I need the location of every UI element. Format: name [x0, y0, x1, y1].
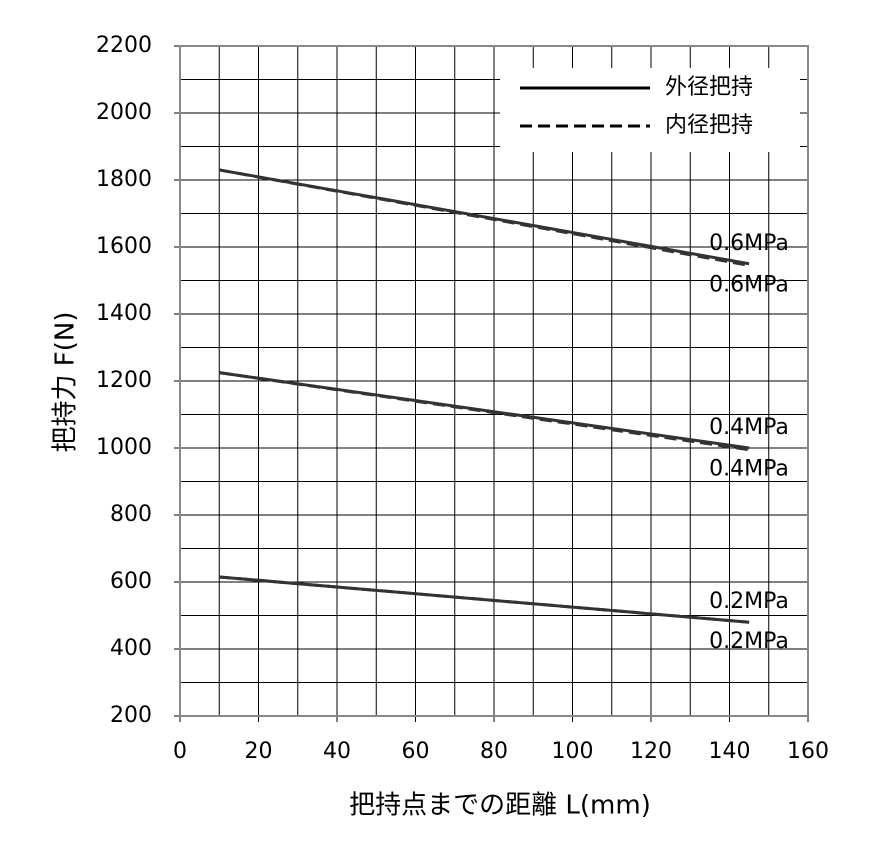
line-label: 0.6MPa [709, 231, 789, 256]
y-tick-label: 400 [110, 636, 152, 661]
y-tick-label: 1800 [96, 167, 152, 192]
y-tick-label: 1600 [96, 234, 152, 259]
line-label: 0.2MPa [709, 629, 789, 654]
x-tick-label: 120 [630, 739, 672, 764]
series-line [218, 168, 750, 266]
line-label: 0.2MPa [709, 589, 789, 614]
x-axis-label: 把持点までの距離 L(mm) [349, 791, 651, 821]
line-label: 0.4MPa [709, 457, 789, 482]
x-tick-label: 60 [402, 739, 430, 764]
x-tick-label: 0 [173, 739, 187, 764]
series-line [219, 575, 750, 624]
x-tick-label: 140 [709, 739, 751, 764]
y-tick-label: 2000 [96, 100, 152, 125]
y-tick-label: 1400 [96, 301, 152, 326]
y-axis-label: 把持力 F(N) [51, 312, 81, 453]
y-tick-label: 1000 [96, 435, 152, 460]
line-label: 0.4MPa [709, 415, 789, 440]
y-tick-label: 2200 [96, 33, 152, 58]
line-label: 0.6MPa [709, 272, 789, 297]
plot-border [179, 45, 809, 717]
y-tick-label: 200 [110, 703, 152, 728]
x-tick-label: 20 [245, 739, 273, 764]
legend-box [500, 68, 800, 152]
y-tick-label: 1200 [96, 368, 152, 393]
x-tick-label: 100 [552, 739, 594, 764]
y-tick-label: 600 [110, 569, 152, 594]
legend-label: 内径把持 [665, 113, 753, 138]
x-tick-label: 160 [787, 739, 829, 764]
x-tick-label: 40 [323, 739, 351, 764]
legend-label: 外径把持 [665, 75, 753, 100]
series-line [219, 371, 750, 450]
y-tick-label: 800 [110, 502, 152, 527]
x-tick-label: 80 [480, 739, 508, 764]
